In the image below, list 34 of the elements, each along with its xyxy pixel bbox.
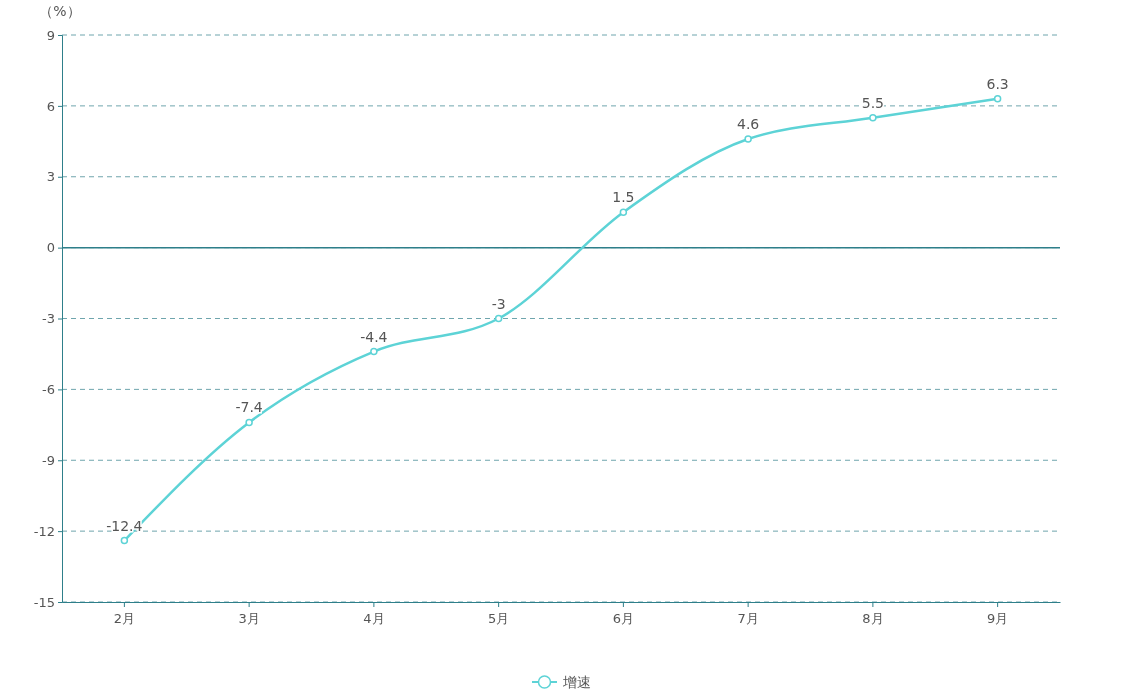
point [993, 95, 1002, 103]
x-tick-label: 4月 [363, 611, 385, 626]
y-tick-label: -9 [42, 452, 55, 468]
point [120, 536, 129, 545]
legend-label: 增速 [562, 673, 591, 690]
x-tick-label: 3月 [238, 611, 260, 626]
point [744, 135, 752, 143]
data-label: 1.5 [612, 189, 635, 206]
y-axis-title: （%） [39, 3, 81, 19]
data-label: 6.3 [986, 75, 1009, 92]
y-tick-label: -3 [42, 311, 55, 327]
data-label: 4.6 [736, 115, 760, 132]
point [494, 314, 503, 323]
data-label: -4.4 [360, 328, 388, 345]
y-tick-label: -15 [33, 594, 55, 610]
x-tick-label: 6月 [612, 611, 635, 626]
y-tick-label: -12 [33, 523, 55, 539]
y-tick-label: 3 [46, 169, 55, 185]
point [245, 418, 253, 427]
x-tick-label: 2月 [113, 611, 136, 626]
data-label: -7.4 [235, 399, 263, 416]
data-label: 5.5 [861, 94, 885, 111]
point [370, 347, 378, 356]
y-tick-label: 9 [46, 27, 55, 43]
data-label: -3 [491, 295, 506, 312]
x-tick-label: 9月 [986, 611, 1009, 626]
x-tick-label: 5月 [487, 611, 510, 626]
x-tick-label: 8月 [862, 611, 884, 626]
y-tick-label: 0 [46, 240, 55, 256]
y-tick-label: -6 [42, 382, 55, 398]
point [619, 208, 628, 216]
x-tick-label: 7月 [737, 611, 759, 626]
point [869, 113, 877, 122]
y-tick-label: 6 [46, 98, 55, 114]
